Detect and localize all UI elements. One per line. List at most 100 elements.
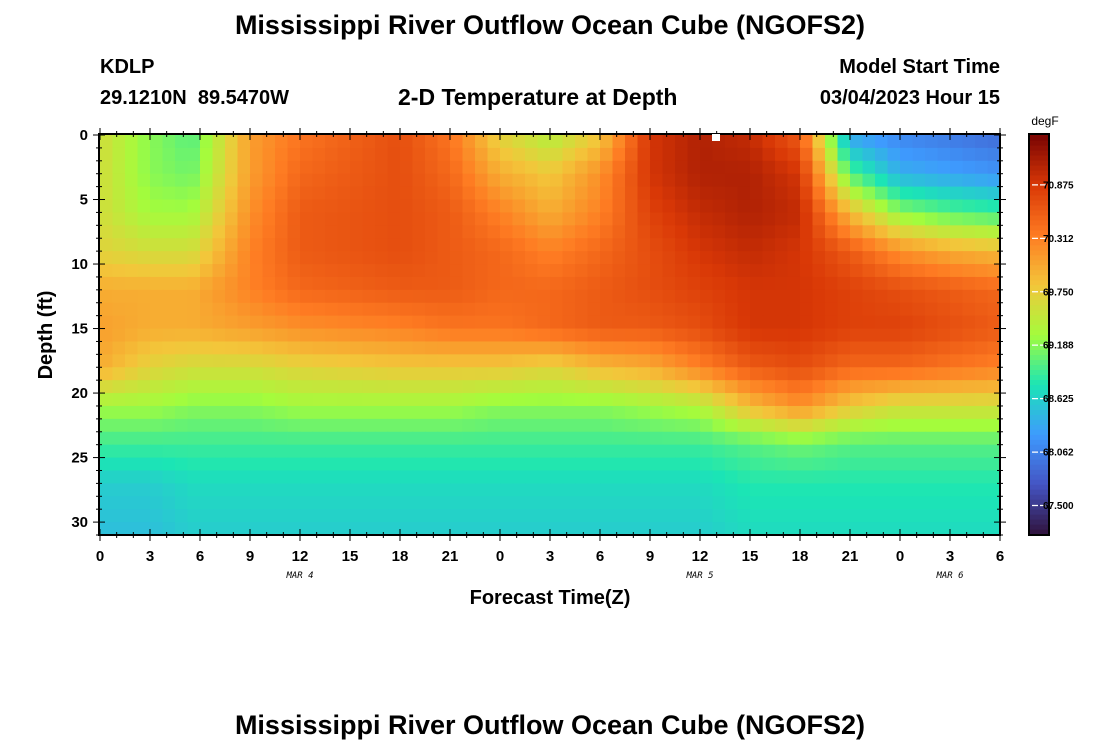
y-tick-label: 5 <box>80 192 88 209</box>
heatmap-cell <box>162 264 176 278</box>
heatmap-cell <box>650 225 664 239</box>
heatmap-cell <box>250 496 264 510</box>
heatmap-cell <box>162 496 176 510</box>
heatmap-cell <box>600 483 614 497</box>
heatmap-cell <box>887 522 901 536</box>
heatmap-cell <box>812 328 826 343</box>
heatmap-cell <box>975 147 989 162</box>
heatmap-cell <box>537 238 551 252</box>
heatmap-cell <box>837 160 851 175</box>
heatmap-cell <box>250 173 264 188</box>
heatmap-cell <box>600 276 614 291</box>
heatmap-cell <box>237 238 251 252</box>
colorbar-segment <box>1030 384 1048 390</box>
heatmap-cell <box>437 302 451 317</box>
colorbar-tick-label: 69.188 <box>1043 341 1074 352</box>
heatmap-cell <box>687 457 701 472</box>
heatmap-cell <box>600 173 614 188</box>
heatmap-cell <box>975 251 989 265</box>
heatmap-cell <box>100 160 114 175</box>
heatmap-cell <box>137 496 151 510</box>
heatmap-cell <box>712 367 726 381</box>
heatmap-cell <box>550 147 564 162</box>
heatmap-cell <box>900 238 914 252</box>
heatmap-cell <box>912 276 926 291</box>
heatmap-cell <box>425 367 439 381</box>
heatmap-cell <box>900 405 914 420</box>
x-date-label: MAR 5 <box>685 571 713 581</box>
heatmap-cell <box>825 341 839 355</box>
heatmap-cell <box>412 496 426 510</box>
heatmap-cell <box>737 160 751 175</box>
colorbar-segment <box>1030 254 1048 261</box>
heatmap-cell <box>337 470 351 484</box>
heatmap-cell <box>550 160 564 175</box>
heatmap-cell <box>425 251 439 265</box>
heatmap-cell <box>812 354 826 368</box>
heatmap-cell <box>625 418 639 433</box>
heatmap-cell <box>500 212 514 226</box>
heatmap-cell <box>550 238 564 252</box>
heatmap-cell <box>262 199 276 214</box>
heatmap-cell <box>837 264 851 278</box>
heatmap-cell <box>275 431 289 446</box>
heatmap-cell <box>587 328 601 343</box>
heatmap-cell <box>712 147 726 162</box>
heatmap-cell <box>350 238 364 252</box>
colorbar-segment <box>1030 354 1048 361</box>
heatmap-cell <box>862 457 876 472</box>
heatmap-cell <box>250 354 264 368</box>
heatmap-cell <box>875 289 889 304</box>
heatmap-cell <box>637 393 651 407</box>
heatmap-cell <box>325 147 339 162</box>
heatmap-cell <box>850 328 864 343</box>
heatmap-cell <box>812 418 826 433</box>
heatmap-cell <box>712 341 726 355</box>
heatmap-cell <box>112 367 126 381</box>
colorbar-segment <box>1030 294 1048 301</box>
heatmap-cell <box>350 341 364 355</box>
heatmap-cell <box>350 367 364 381</box>
heatmap-cell <box>425 380 439 394</box>
heatmap-cell <box>800 431 814 446</box>
heatmap-cell <box>387 457 401 472</box>
heatmap-cell <box>250 135 264 149</box>
heatmap-cell <box>300 431 314 446</box>
heatmap-cell <box>737 393 751 407</box>
heatmap-cell <box>987 483 1001 497</box>
heatmap-cell <box>375 186 389 201</box>
heatmap-cell <box>750 496 764 510</box>
heatmap-cell <box>675 522 689 536</box>
heatmap-cell <box>962 289 976 304</box>
heatmap-cell <box>987 212 1001 226</box>
colorbar-segment <box>1030 269 1048 276</box>
heatmap-cell <box>112 289 126 304</box>
heatmap-cell <box>975 212 989 226</box>
heatmap-cell <box>200 496 214 510</box>
heatmap-cell <box>962 522 976 536</box>
heatmap-cell <box>225 341 239 355</box>
heatmap-cell <box>825 431 839 446</box>
heatmap-cell <box>975 483 989 497</box>
heatmap-cell <box>575 367 589 381</box>
heatmap-cell <box>487 173 501 188</box>
heatmap-cell <box>237 470 251 484</box>
heatmap-cell <box>575 380 589 394</box>
heatmap-cell <box>412 341 426 355</box>
heatmap-cell <box>512 470 526 484</box>
heatmap-cell <box>300 147 314 162</box>
heatmap-cell <box>862 160 876 175</box>
heatmap-cell <box>775 509 789 523</box>
heatmap-cell <box>550 496 564 510</box>
heatmap-cell <box>587 264 601 278</box>
heatmap-cell <box>212 483 226 497</box>
heatmap-cell <box>712 380 726 394</box>
heatmap-cell <box>887 225 901 239</box>
heatmap-cell <box>100 315 114 330</box>
heatmap-cell <box>900 160 914 175</box>
heatmap-cell <box>750 160 764 175</box>
heatmap-cell <box>887 251 901 265</box>
y-tick-label: 15 <box>71 321 88 338</box>
heatmap-cell <box>587 225 601 239</box>
heatmap-cell <box>275 186 289 201</box>
